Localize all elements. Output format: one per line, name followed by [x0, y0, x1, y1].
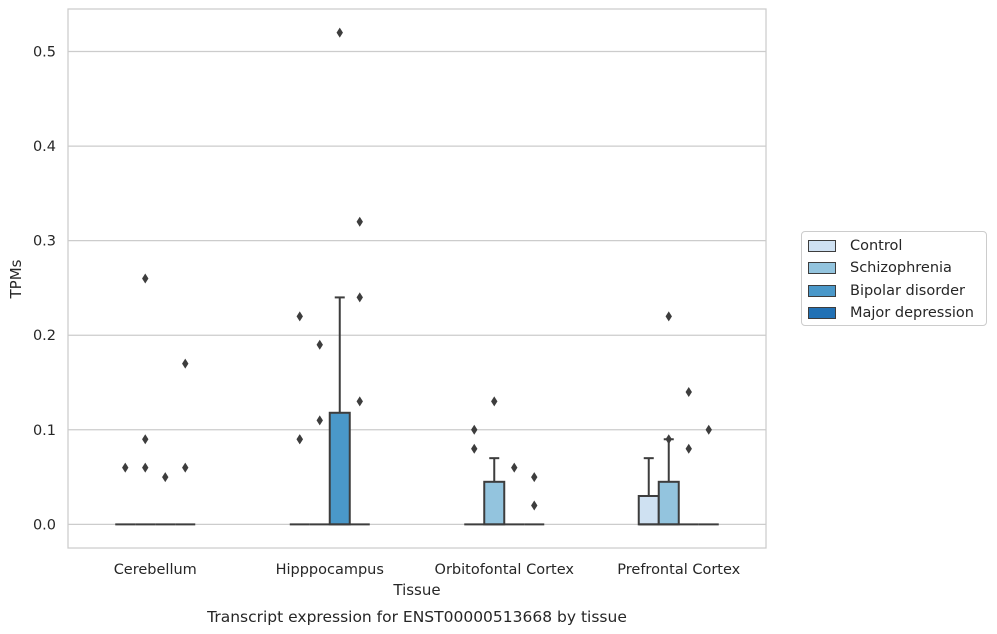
x-tick-label: Hipppocampus	[276, 562, 384, 578]
legend-swatch-schizophrenia	[808, 262, 836, 274]
box-control-prefrontal-cortex	[637, 457, 660, 526]
box-schizophrenia-orbitofontal-cortex	[483, 457, 506, 526]
x-tick-labels: Cerebellum Hipppocampus Orbitofontal Corte…	[114, 562, 741, 578]
outlier-point	[511, 462, 518, 473]
outlier-point	[122, 462, 129, 473]
outlier-point	[356, 292, 363, 303]
legend-swatch-major-depression	[808, 307, 836, 319]
y-tick-label: 0.1	[33, 423, 56, 439]
outlier-point	[531, 500, 538, 511]
outlier-point	[336, 27, 343, 38]
y-tick-label: 0.3	[33, 234, 56, 250]
x-tick-label: Cerebellum	[114, 562, 197, 578]
legend-label: Bipolar disorder	[850, 283, 965, 299]
legend-label: Schizophrenia	[850, 260, 952, 276]
legend-swatch-control	[808, 240, 836, 252]
y-tick-label: 0.4	[33, 139, 56, 155]
y-tick-label: 0.2	[33, 328, 56, 344]
legend-label: Major depression	[850, 305, 974, 321]
outlier-point	[356, 216, 363, 227]
outlier-point	[142, 434, 149, 445]
outlier-point	[356, 396, 363, 407]
outlier-point	[471, 443, 478, 454]
box-schizophrenia-prefrontal-cortex	[657, 438, 680, 526]
legend-item-bipolar-disorder: Bipolar disorder	[808, 282, 965, 300]
y-tick-labels: 0.0 0.1 0.2 0.3 0.4 0.5	[33, 45, 56, 534]
chart-caption: Transcript expression for ENST0000051366…	[206, 608, 627, 626]
outlier-point	[685, 386, 692, 397]
legend-label: Control	[850, 238, 903, 254]
legend-item-major-depression: Major depression	[808, 304, 974, 322]
outlier-point	[665, 434, 672, 445]
outlier-point	[491, 396, 498, 407]
outlier-point	[296, 434, 303, 445]
boxes	[115, 296, 719, 526]
outliers	[122, 27, 712, 511]
plot-frame	[67, 8, 767, 549]
gridlines	[68, 50, 766, 525]
legend: Control Schizophrenia Bipolar disorder M…	[801, 231, 987, 326]
iqr-box	[637, 494, 660, 526]
legend-item-control: Control	[808, 237, 902, 255]
box-bipolar-disorder-hipppocampus	[328, 296, 351, 526]
outlier-point	[142, 273, 149, 284]
outlier-point	[296, 311, 303, 322]
outlier-point	[182, 462, 189, 473]
y-tick-label: 0.0	[33, 517, 56, 533]
outlier-point	[142, 462, 149, 473]
outlier-point	[162, 472, 169, 483]
outlier-point	[316, 339, 323, 350]
outlier-point	[182, 358, 189, 369]
y-tick-label: 0.5	[33, 45, 56, 61]
outlier-point	[471, 424, 478, 435]
x-axis-label: Tissue	[392, 581, 440, 599]
outlier-point	[705, 424, 712, 435]
x-tick-label: Prefrontal Cortex	[617, 562, 740, 578]
outlier-point	[531, 472, 538, 483]
x-tick-label: Orbitofontal Cortex	[435, 562, 575, 578]
outlier-point	[316, 415, 323, 426]
iqr-box	[483, 480, 506, 526]
legend-item-schizophrenia: Schizophrenia	[808, 259, 952, 277]
iqr-box	[657, 480, 680, 526]
outlier-point	[665, 311, 672, 322]
iqr-box	[328, 411, 351, 526]
legend-swatch-bipolar-disorder	[808, 285, 836, 297]
y-axis-label: TPMs	[7, 259, 25, 299]
outlier-point	[685, 443, 692, 454]
